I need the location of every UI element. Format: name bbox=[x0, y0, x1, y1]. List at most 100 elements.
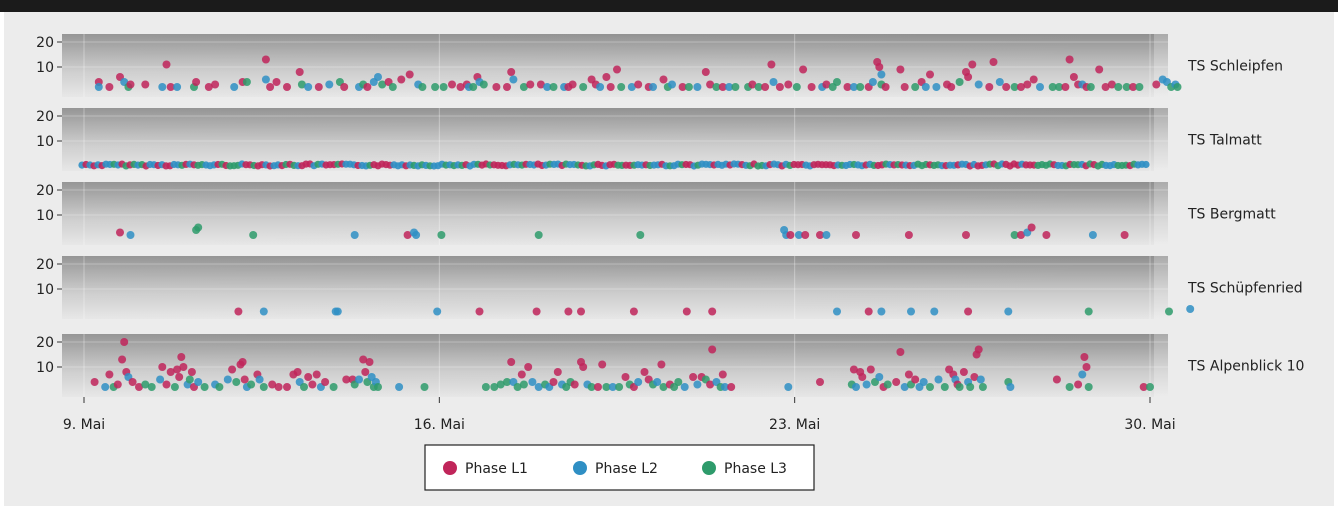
point-phase-l2 bbox=[907, 307, 915, 316]
point-phase-l3 bbox=[249, 231, 258, 239]
point-phase-l1 bbox=[397, 75, 406, 84]
point-phase-l1 bbox=[261, 55, 270, 64]
point-phase-l3 bbox=[674, 378, 683, 386]
point-phase-l3 bbox=[911, 83, 920, 91]
point-phase-l1 bbox=[492, 83, 501, 91]
point-phase-l1 bbox=[962, 231, 970, 239]
point-phase-l1 bbox=[1052, 375, 1061, 384]
point-phase-l3 bbox=[1010, 231, 1019, 239]
point-phase-l3 bbox=[519, 83, 528, 91]
point-phase-l1 bbox=[1139, 383, 1148, 391]
point-phase-l1 bbox=[234, 307, 243, 316]
point-phase-l1 bbox=[524, 363, 533, 371]
point-phase-l1 bbox=[553, 368, 562, 376]
point-phase-l1 bbox=[1120, 231, 1129, 239]
point-phase-l3 bbox=[247, 380, 256, 389]
point-phase-l1 bbox=[911, 375, 920, 384]
point-phase-l1 bbox=[1002, 83, 1011, 91]
x-tick-label: 9. Mai bbox=[63, 417, 105, 433]
point-phase-l2 bbox=[720, 383, 729, 391]
point-phase-l2 bbox=[822, 231, 831, 239]
point-phase-l2 bbox=[433, 307, 442, 316]
point-phase-l1 bbox=[570, 380, 579, 389]
x-tick-label: 30. Mai bbox=[1124, 417, 1175, 433]
point-phase-l1 bbox=[158, 363, 167, 371]
facet-label: TS Bergmatt bbox=[1187, 207, 1276, 223]
points-ts-talmatt bbox=[78, 160, 1150, 170]
facet-label: TS Schleipfen bbox=[1187, 59, 1283, 75]
points-ts-sch-pfenried bbox=[234, 305, 1195, 316]
point-phase-l1 bbox=[308, 380, 317, 389]
point-phase-l1 bbox=[904, 370, 913, 379]
point-phase-l2 bbox=[509, 75, 518, 84]
point-phase-l2 bbox=[627, 83, 636, 91]
point-phase-l2 bbox=[101, 383, 110, 391]
point-phase-l1 bbox=[767, 60, 776, 69]
point-phase-l2 bbox=[653, 378, 662, 386]
point-phase-l1 bbox=[799, 65, 808, 74]
point-phase-l3 bbox=[503, 378, 511, 386]
point-phase-l1 bbox=[634, 80, 643, 89]
point-phase-l1 bbox=[968, 60, 977, 69]
point-phase-l3 bbox=[1055, 83, 1064, 91]
point-phase-l1 bbox=[283, 383, 291, 391]
point-phase-l1 bbox=[657, 360, 666, 369]
point-phase-l3 bbox=[712, 83, 721, 91]
point-phase-l1 bbox=[843, 83, 852, 91]
point-phase-l2 bbox=[649, 83, 657, 91]
panel-shade bbox=[62, 182, 1168, 245]
y-tick-label: 20 bbox=[36, 183, 54, 199]
point-phase-l1 bbox=[274, 383, 283, 391]
point-phase-l2 bbox=[862, 380, 871, 389]
point-phase-l1 bbox=[989, 58, 998, 66]
point-phase-l1 bbox=[1080, 353, 1089, 361]
point-phase-l2 bbox=[900, 383, 909, 391]
point-phase-l1 bbox=[852, 231, 860, 239]
point-phase-l1 bbox=[135, 383, 143, 391]
point-phase-l2 bbox=[919, 378, 928, 386]
point-phase-l3 bbox=[1086, 83, 1095, 91]
y-tick-label: 20 bbox=[36, 335, 54, 351]
point-phase-l1 bbox=[875, 63, 884, 71]
point-phase-l1 bbox=[120, 338, 129, 346]
legend-swatch bbox=[573, 461, 587, 475]
point-phase-l1 bbox=[118, 355, 127, 364]
point-phase-l3 bbox=[513, 383, 522, 391]
point-phase-l2 bbox=[596, 83, 605, 91]
panel-ts-sch-pfenried: 10 20 TS Schüpfenried bbox=[36, 256, 1303, 319]
point-phase-l1 bbox=[342, 375, 351, 384]
legend-item-phase-l1: Phase L1 bbox=[443, 461, 528, 477]
point-phase-l1 bbox=[706, 380, 715, 389]
point-phase-l1 bbox=[613, 65, 621, 74]
point-phase-l1 bbox=[405, 70, 414, 79]
top-bar bbox=[0, 0, 1338, 12]
point-phase-l3 bbox=[300, 383, 308, 391]
point-phase-l3 bbox=[418, 83, 427, 91]
point-phase-l3 bbox=[481, 383, 490, 391]
facet-label: TS Schüpfenried bbox=[1187, 281, 1303, 297]
point-phase-l2 bbox=[930, 307, 939, 316]
point-phase-l1 bbox=[1065, 55, 1074, 64]
point-phase-l2 bbox=[261, 75, 270, 84]
point-phase-l1 bbox=[866, 365, 875, 374]
point-phase-l3 bbox=[684, 83, 693, 91]
y-tick-label: 20 bbox=[36, 109, 54, 125]
point-phase-l2 bbox=[158, 83, 167, 91]
point-phase-l1 bbox=[240, 375, 249, 384]
point-phase-l1 bbox=[268, 380, 277, 389]
point-phase-l2 bbox=[534, 383, 543, 391]
point-phase-l1 bbox=[228, 365, 237, 374]
point-phase-l1 bbox=[549, 378, 558, 386]
point-phase-l3 bbox=[978, 383, 987, 391]
point-phase-l2 bbox=[868, 78, 877, 86]
point-phase-l2 bbox=[852, 383, 860, 391]
point-phase-l3 bbox=[1173, 83, 1182, 91]
point-phase-l3 bbox=[490, 383, 499, 391]
point-phase-l2 bbox=[877, 70, 886, 79]
point-phase-l1 bbox=[881, 83, 890, 91]
point-phase-l3 bbox=[374, 383, 382, 391]
point-phase-l2 bbox=[412, 231, 421, 239]
point-phase-l3 bbox=[141, 380, 150, 389]
point-phase-l3 bbox=[966, 383, 975, 391]
